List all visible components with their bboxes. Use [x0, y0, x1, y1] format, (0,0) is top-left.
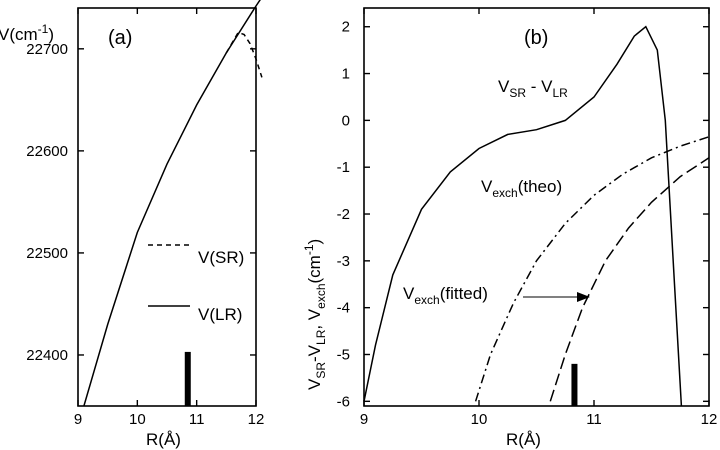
panel-b-ytick-label: -6 [337, 393, 350, 410]
panel-b-xtick-label: 9 [360, 411, 368, 428]
panel-a-xtick-label: 10 [129, 411, 146, 428]
panel-b-frame [363, 7, 710, 407]
panel-a-ytick-label: 22600 [26, 143, 68, 160]
panel-a-ytick-label: 22400 [26, 347, 68, 364]
panel-b-ytick-label: -3 [337, 253, 350, 270]
panel-b-ylabel: VSR-VLR, Vexch(cm-1) [302, 239, 328, 390]
panel-a-ticks: 9 10 11 12 22400 22500 22600 22700 [26, 8, 264, 428]
panel-a: (a) V(cm-1) R(Å) 9 10 11 12 22400 22500 22600 2… [0, 0, 264, 449]
panel-b-ytick-label: 2 [342, 19, 350, 36]
annotation-vsr-vlr: VSR - VLR [498, 77, 568, 100]
panel-b-ytick-label: 1 [342, 66, 350, 83]
panel-b-ytick-label: -5 [337, 346, 350, 363]
panel-b-series-1 [474, 136, 710, 402]
panel-b-xtick-label: 12 [701, 411, 718, 428]
annotation-vexch-theo: Vexch(theo) [481, 177, 562, 200]
panel-a-xtick-label: 9 [74, 411, 82, 428]
panel-a-xtick-label: 12 [248, 411, 265, 428]
panel-a-marker-bar [184, 351, 191, 406]
panel-b-xtick-label: 10 [471, 411, 488, 428]
panel-b-xtick-label: 11 [586, 411, 602, 428]
panel-b-xlabel: R(Å) [506, 430, 541, 449]
panel-b-ytick-label: -1 [337, 159, 350, 176]
panel-a-xtick-label: 11 [189, 411, 205, 428]
panel-b-ytick-label: -4 [337, 300, 350, 317]
legend-label-sr: V(SR) [198, 248, 244, 267]
legend-label-lr: V(LR) [198, 305, 242, 324]
panel-b-series-2 [549, 157, 710, 402]
panel-b-marker-bar [571, 363, 578, 406]
panel-a-ylabel: V(cm-1) [0, 22, 54, 44]
annotation-vexch-fitted: Vexch(fitted) [403, 284, 488, 307]
panel-a-series-0 [83, 0, 261, 407]
panel-a-series-1 [225, 31, 263, 78]
panel-a-ytick-label: 22700 [26, 41, 68, 58]
panel-b-ytick-label: 0 [342, 112, 350, 129]
panel-a-series [83, 0, 263, 407]
panel-b-series-0 [363, 25, 683, 407]
panel-b-ytick-label: -2 [337, 206, 350, 223]
panel-a-label: (a) [108, 27, 132, 49]
panel-a-xlabel: R(Å) [146, 430, 181, 449]
panel-b-label: (b) [524, 27, 548, 49]
annotation-arrow-head [577, 292, 590, 302]
panel-b: (b) VSR-VLR, Vexch(cm-1) R(Å) 9 10 11 12210… [302, 7, 718, 449]
panel-a-legend: V(SR) V(LR) [148, 244, 244, 324]
panel-a-ytick-label: 22500 [26, 245, 68, 262]
panel-a-frame [77, 7, 257, 407]
panel-b-series [363, 25, 710, 407]
